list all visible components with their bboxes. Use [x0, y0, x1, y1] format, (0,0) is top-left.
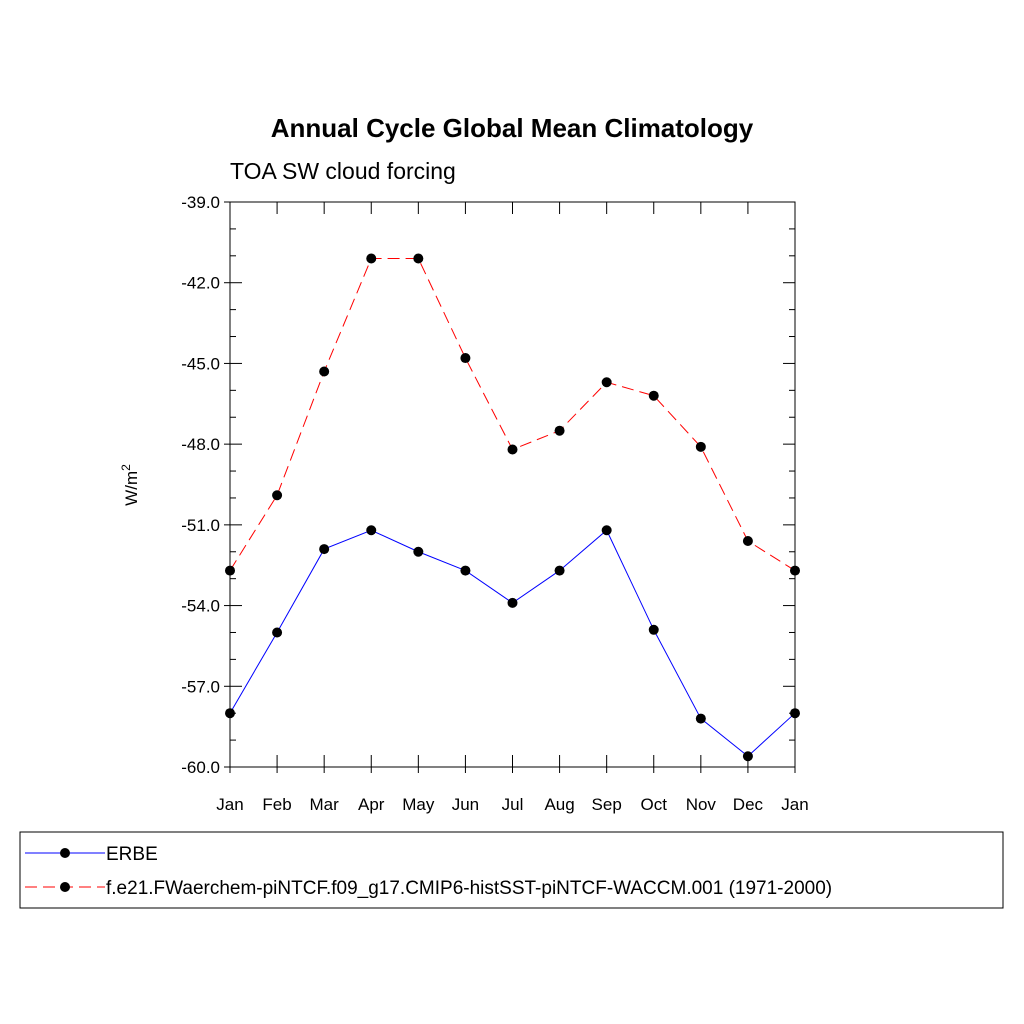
chart-subtitle: TOA SW cloud forcing: [230, 158, 456, 184]
y-axis-label: W/m2: [119, 464, 141, 506]
legend-marker: [60, 882, 70, 892]
data-point: [366, 253, 377, 264]
plot-frame: [229, 201, 796, 768]
x-tick-label: Nov: [686, 795, 717, 814]
data-point: [742, 751, 753, 762]
y-tick-label: -51.0: [181, 516, 220, 535]
x-tick-label: Jul: [502, 795, 524, 814]
chart-title: Annual Cycle Global Mean Climatology: [271, 113, 754, 143]
data-point: [319, 544, 330, 555]
data-point: [695, 441, 706, 452]
y-tick-label: -57.0: [181, 677, 220, 696]
data-point: [319, 366, 330, 377]
data-point: [790, 708, 800, 719]
series-model: [225, 253, 800, 576]
data-point: [460, 565, 471, 576]
legend-label: f.e21.FWaerchem-piNTCF.f09_g17.CMIP6-his…: [106, 878, 832, 899]
series-line: [229, 529, 796, 757]
data-point: [695, 713, 706, 724]
data-point: [648, 624, 659, 635]
x-tick-label: Apr: [358, 795, 385, 814]
x-tick-label: Oct: [641, 795, 668, 814]
y-tick-label: -45.0: [181, 354, 220, 373]
data-point: [272, 627, 283, 638]
x-tick-label: Jan: [781, 795, 808, 814]
data-point: [554, 425, 565, 436]
x-tick-label: Dec: [733, 795, 764, 814]
x-tick-label: May: [402, 795, 435, 814]
data-point: [366, 525, 377, 536]
y-tick-label: -39.0: [181, 193, 220, 212]
data-point: [272, 490, 283, 501]
legend-label: ERBE: [106, 844, 158, 865]
data-point: [554, 565, 565, 576]
y-axis-tick-labels: -39.0 -42.0 -45.0 -48.0 -51.0 -54.0 -57.0 -60.0: [181, 193, 220, 777]
x-tick-label: Mar: [310, 795, 340, 814]
data-point: [413, 546, 424, 557]
legend: ERBE f.e21.FWaerchem-piNTCF.f09_g17.CMIP6…: [25, 844, 832, 899]
y-tick-label: -60.0: [181, 758, 220, 777]
data-point: [601, 377, 612, 388]
data-point: [648, 390, 659, 401]
y-tick-label: -54.0: [181, 597, 220, 616]
x-tick-label: Aug: [544, 795, 574, 814]
data-point: [507, 444, 518, 455]
data-point: [601, 525, 612, 536]
y-axis-label-superscript: 2: [119, 464, 133, 471]
x-axis-tick-labels: Jan Feb Mar Apr May Jun Jul Aug Sep Oct Nov Dec Jan: [216, 795, 808, 814]
data-point: [225, 565, 235, 576]
series-line: [229, 258, 796, 572]
legend-marker: [60, 848, 70, 858]
series-erbe: [225, 525, 800, 762]
series-layer: [225, 253, 800, 762]
x-tick-label: Jan: [216, 795, 243, 814]
data-point: [225, 708, 235, 719]
y-tick-label: -48.0: [181, 435, 220, 454]
x-tick-label: Jun: [452, 795, 479, 814]
legend-box: [19, 831, 1004, 909]
x-tick-label: Feb: [262, 795, 291, 814]
axis-ticks: [224, 201, 796, 773]
data-point: [790, 565, 800, 576]
x-tick-label: Sep: [592, 795, 622, 814]
data-point: [507, 597, 518, 608]
data-point: [460, 353, 471, 364]
data-point: [742, 536, 753, 546]
data-point: [413, 253, 424, 264]
y-tick-label: -42.0: [181, 274, 220, 293]
